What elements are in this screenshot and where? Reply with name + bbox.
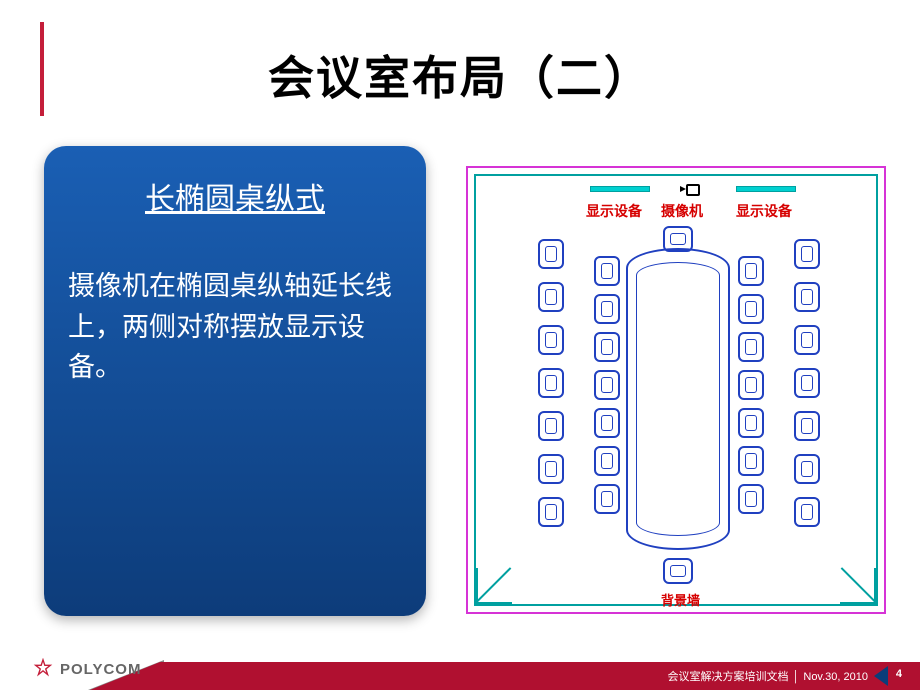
wall-chair-right-5 xyxy=(794,454,820,484)
card-heading: 长椭圆桌纵式 xyxy=(68,174,402,218)
brand-logo: POLYCOM xyxy=(32,658,141,680)
display-right xyxy=(736,186,796,192)
wall-chair-left-2 xyxy=(538,325,564,355)
wall-chair-right-6 xyxy=(794,497,820,527)
footer-doc: 会议室解决方案培训文档 xyxy=(668,671,789,683)
camera-icon xyxy=(680,180,704,196)
oval-table xyxy=(626,248,730,550)
slide-title: 会议室布局（二） xyxy=(0,42,920,108)
slide: 会议室布局（二） 长椭圆桌纵式 摄像机在椭圆桌纵轴延长线上，两侧对称摆放显示设备… xyxy=(0,0,920,690)
label-display-right: 显示设备 xyxy=(736,201,792,221)
polycom-icon xyxy=(32,658,54,680)
wall-chair-right-0 xyxy=(794,239,820,269)
wall-chair-left-6 xyxy=(538,497,564,527)
table-chair-right-5 xyxy=(738,446,764,476)
page-badge: 4 xyxy=(874,666,902,686)
page-number: 4 xyxy=(896,668,902,680)
corner-bl xyxy=(476,568,512,604)
footer-text: 会议室解决方案培训文档│Nov.30, 2010 xyxy=(668,668,869,684)
room-diagram: 显示设备 摄像机 显示设备 背景墙 xyxy=(466,166,886,614)
table-chair-left-5 xyxy=(594,446,620,476)
display-left xyxy=(590,186,650,192)
table-chair-left-4 xyxy=(594,408,620,438)
wall-chair-right-2 xyxy=(794,325,820,355)
wall-chair-left-3 xyxy=(538,368,564,398)
table-chair-right-1 xyxy=(738,294,764,324)
wall-chair-left-5 xyxy=(538,454,564,484)
wall-chair-left-4 xyxy=(538,411,564,441)
table-chair-left-6 xyxy=(594,484,620,514)
wall-chair-right-3 xyxy=(794,368,820,398)
corner-br xyxy=(840,568,876,604)
table-chair-left-2 xyxy=(594,332,620,362)
card-body: 摄像机在椭圆桌纵轴延长线上，两侧对称摆放显示设备。 xyxy=(68,266,402,388)
footer-date: Nov.30, 2010 xyxy=(803,671,868,683)
table-chair-right-3 xyxy=(738,370,764,400)
label-display-left: 显示设备 xyxy=(586,201,642,221)
footer: POLYCOM 会议室解决方案培训文档│Nov.30, 2010 4 xyxy=(0,648,920,690)
wall-chair-right-4 xyxy=(794,411,820,441)
info-card: 长椭圆桌纵式 摄像机在椭圆桌纵轴延长线上，两侧对称摆放显示设备。 xyxy=(44,146,426,616)
table-chair-left-0 xyxy=(594,256,620,286)
table-chair-right-0 xyxy=(738,256,764,286)
table-chair-right-6 xyxy=(738,484,764,514)
table-chair-right-2 xyxy=(738,332,764,362)
table-chair-left-1 xyxy=(594,294,620,324)
label-wall: 背景墙 xyxy=(661,590,700,609)
label-camera: 摄像机 xyxy=(661,201,703,221)
table-chair-left-3 xyxy=(594,370,620,400)
wall-chair-left-0 xyxy=(538,239,564,269)
wall-chair-left-1 xyxy=(538,282,564,312)
table-chair-right-4 xyxy=(738,408,764,438)
wall-chair-right-1 xyxy=(794,282,820,312)
brand-text: POLYCOM xyxy=(60,661,141,678)
